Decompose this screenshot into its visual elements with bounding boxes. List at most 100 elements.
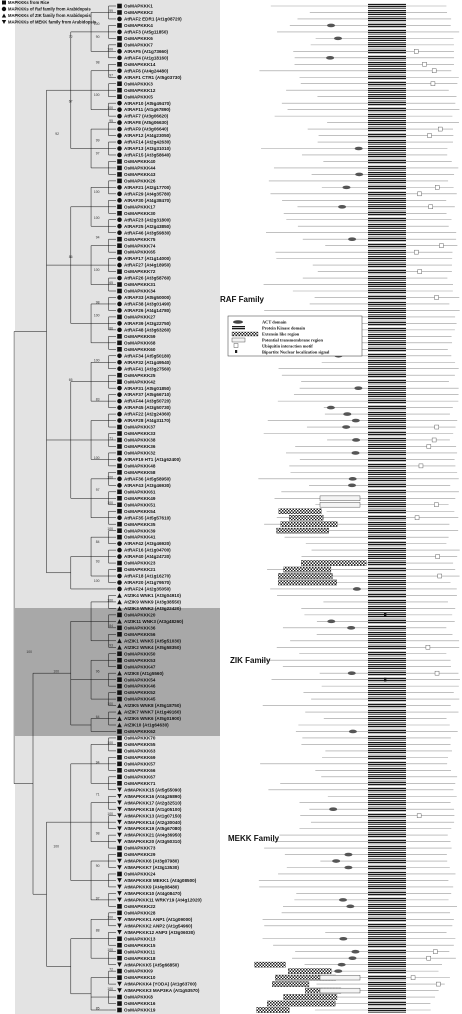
square-marker-icon bbox=[117, 282, 122, 287]
kinase-domain-block bbox=[368, 923, 406, 929]
kinase-domain-block bbox=[368, 748, 406, 754]
domain-row bbox=[276, 527, 459, 534]
legend-label: Extensin like region bbox=[262, 332, 300, 337]
kinase-domain-block bbox=[368, 754, 406, 760]
bootstrap-value: 85 bbox=[96, 1006, 100, 1010]
leaf-label: AtRAF20 (At1g79570) bbox=[124, 580, 171, 585]
domain-row bbox=[295, 949, 450, 955]
kinase-domain-block bbox=[368, 767, 406, 773]
leaf-label: OsMAPKKK38 bbox=[124, 438, 156, 443]
ubiquitin-motif-mark bbox=[418, 463, 424, 469]
transmembrane-region-block bbox=[319, 975, 361, 981]
triangle-down-marker-icon bbox=[117, 806, 122, 812]
kinase-domain-block bbox=[368, 949, 406, 955]
ubiquitin-motif-mark bbox=[426, 444, 432, 449]
act-domain-mark bbox=[337, 962, 346, 967]
tree-leaf: AtZIK9 WNK9 (At3g38550) bbox=[117, 600, 181, 605]
domain-row bbox=[299, 74, 459, 80]
domain-row bbox=[262, 702, 451, 709]
legend-label: ACT domain bbox=[262, 320, 287, 325]
circle-marker-icon bbox=[117, 217, 122, 223]
circle-marker-icon bbox=[117, 483, 122, 488]
domain-row bbox=[259, 884, 454, 890]
tree-leaf: OsMAPKKK19 bbox=[117, 1008, 156, 1013]
leaf-label: OsMAPKKK75 bbox=[124, 237, 156, 242]
circle-marker-icon bbox=[117, 198, 122, 203]
tree-leaf: OsMAPKKK29 bbox=[117, 852, 156, 857]
leaf-label: AtRAF3 (At5g11850) bbox=[124, 30, 168, 35]
leaf-label: OsMAPKKK47 bbox=[124, 664, 156, 669]
leaf-label: AtRAF34 (At5g50180) bbox=[124, 353, 171, 358]
bootstrap-value: 71 bbox=[96, 793, 100, 797]
leaf-label: AtRAF19 HT1 (At1g62400) bbox=[124, 457, 181, 462]
tree-leaf: AtRAF8 (At5g06630) bbox=[117, 120, 169, 125]
bootstrap-value: 100 bbox=[107, 106, 113, 110]
tree-leaf: AtRAF42 (At3g46920) bbox=[117, 541, 171, 546]
domain-row bbox=[280, 780, 456, 786]
leaf-label: OsMAPKKK56 bbox=[124, 632, 156, 637]
leaf-label: AtRAF44 (At3g50720) bbox=[124, 399, 171, 404]
tree-leaf: OsMAPKKK54 bbox=[117, 677, 156, 682]
kinase-domain-block bbox=[368, 450, 406, 456]
leaf-label: AtRAF26 (At4g14780) bbox=[124, 308, 171, 313]
leaf-label: OsMAPKKK20 bbox=[124, 612, 156, 617]
bootstrap-value: 100 bbox=[107, 987, 113, 991]
act-domain-mark bbox=[332, 859, 341, 863]
kinase-domain-block bbox=[368, 307, 406, 314]
leaf-label: OsMAPKKK53 bbox=[124, 658, 156, 663]
kinase-domain-block bbox=[368, 94, 406, 100]
act-domain-mark bbox=[342, 425, 351, 429]
square-marker-icon bbox=[117, 742, 122, 747]
kinase-domain-block bbox=[368, 392, 406, 398]
circle-marker-icon bbox=[117, 16, 122, 22]
domain-row bbox=[315, 767, 452, 773]
act-domain-mark bbox=[327, 619, 336, 624]
domain-row bbox=[299, 826, 452, 832]
tree-leaf: OsMAPKKK74 bbox=[117, 243, 156, 248]
bootstrap-value: 100 bbox=[107, 527, 113, 531]
bootstrap-value: 93 bbox=[96, 559, 100, 563]
tree-leaf: AtRAF19 HT1 (At1g62400) bbox=[117, 457, 181, 462]
domain-row bbox=[302, 236, 457, 242]
leaf-label: AtMAPKKK4 (YODA) (At1g63700) bbox=[124, 982, 197, 987]
kinase-domain-block bbox=[368, 800, 406, 806]
leaf-label: OsMAPKKK48 bbox=[124, 463, 156, 468]
circle-marker-icon bbox=[117, 573, 122, 579]
domain-row bbox=[327, 119, 459, 126]
domain-row bbox=[300, 560, 454, 566]
square-marker-icon bbox=[117, 1001, 122, 1006]
leaf-label: AtRAF16 (At1g04700) bbox=[124, 548, 171, 553]
kinase-domain-block bbox=[368, 197, 406, 203]
leaf-label: OsMAPKKK28 bbox=[124, 910, 156, 915]
square-marker-icon bbox=[117, 683, 122, 689]
kinase-domain-block bbox=[368, 243, 406, 249]
tree-leaf: OsMAPKKK36 bbox=[117, 625, 156, 630]
kinase-domain-block bbox=[368, 3, 406, 9]
tree-leaf: OsMAPKKK71 bbox=[117, 781, 156, 786]
leaf-label: OsMAPKKK36 bbox=[124, 444, 156, 449]
domain-row bbox=[278, 366, 459, 372]
domain-row bbox=[309, 301, 450, 307]
domain-row bbox=[281, 100, 456, 106]
domain-row bbox=[292, 955, 456, 961]
domain-row bbox=[295, 728, 458, 735]
kinase-domain-block bbox=[368, 871, 406, 877]
leaf-label: OsMAPKKK46 bbox=[124, 684, 156, 689]
square-marker-icon bbox=[117, 755, 122, 760]
leaf-label: AtMAPKKK5 (At5g66850) bbox=[124, 962, 179, 967]
leaf-label: OsMAPKKK24 bbox=[124, 872, 156, 877]
square-marker-icon bbox=[117, 437, 122, 443]
triangle-up-marker-icon bbox=[117, 638, 122, 644]
tree-leaf: OsMAPKKK36 bbox=[117, 444, 156, 449]
leaf-label: AtRAF32 (At1g49540) bbox=[124, 360, 171, 365]
kinase-domain-block bbox=[368, 495, 406, 501]
leaf-label: AtMAPKKK2 ANP2 (At1g54960) bbox=[124, 923, 193, 928]
leaf-label: AtRAF37 (At5g66710) bbox=[124, 392, 171, 397]
domain-row bbox=[259, 68, 452, 74]
bootstrap-value: 100 bbox=[94, 93, 100, 97]
leaf-label: OsMAPKKK60 bbox=[124, 347, 156, 352]
leaf-label: AtMAPKKK9 (At4g08480) bbox=[124, 885, 179, 890]
kinase-domain-block bbox=[368, 502, 406, 508]
kinase-domain-block bbox=[368, 903, 406, 909]
domain-row bbox=[299, 651, 447, 657]
